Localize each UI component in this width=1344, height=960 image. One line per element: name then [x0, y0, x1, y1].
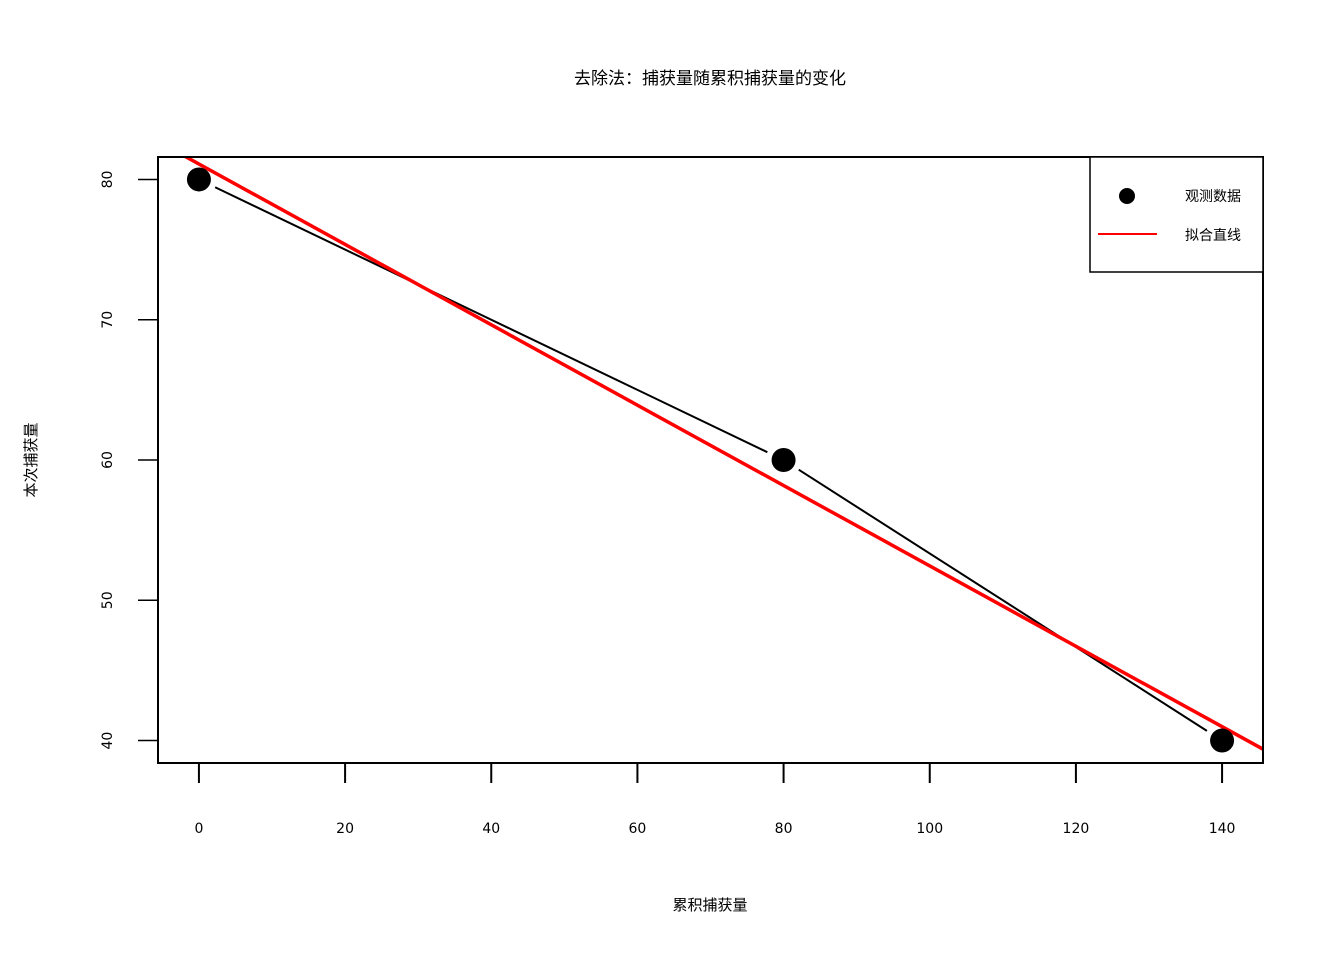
x-tick-label: 20: [336, 821, 354, 837]
legend-box: [1089, 156, 1264, 273]
y-tick-label: 50: [100, 591, 116, 609]
legend-label-observed: 观测数据: [1185, 189, 1241, 205]
x-axis: 0 20 40 60 80 100 120 140: [194, 763, 1235, 837]
legend-point-marker: [1119, 188, 1135, 204]
plot-frame: [157, 156, 1264, 764]
chart-title: 去除法：捕获量随累积捕获量的变化: [574, 69, 846, 89]
observed-segment: [214, 186, 768, 454]
data-point: [186, 167, 211, 192]
data-point: [771, 448, 796, 472]
y-axis: 40 50 60 70 80: [100, 171, 159, 750]
plot-content: [182, 157, 1263, 753]
x-tick-label: 100: [916, 821, 943, 837]
x-tick-label: 120: [1063, 821, 1090, 837]
fit-line: [182, 157, 1263, 751]
x-tick-label: 0: [194, 821, 203, 837]
x-axis-label: 累积捕获量: [672, 896, 747, 914]
y-tick-label: 70: [100, 311, 116, 329]
x-tick-label: 60: [629, 821, 647, 837]
x-tick-label: 140: [1209, 821, 1236, 837]
y-tick-label: 40: [100, 732, 116, 750]
x-tick-label: 80: [775, 821, 793, 837]
observed-segment: [798, 468, 1208, 732]
y-axis-label: 本次捕获量: [22, 422, 40, 497]
y-tick-label: 60: [100, 451, 116, 469]
data-point: [1210, 728, 1235, 753]
x-tick-label: 40: [482, 821, 500, 837]
fit-line-group: [182, 157, 1263, 751]
legend-label-fit: 拟合直线: [1185, 227, 1241, 244]
y-tick-label: 80: [100, 171, 116, 189]
